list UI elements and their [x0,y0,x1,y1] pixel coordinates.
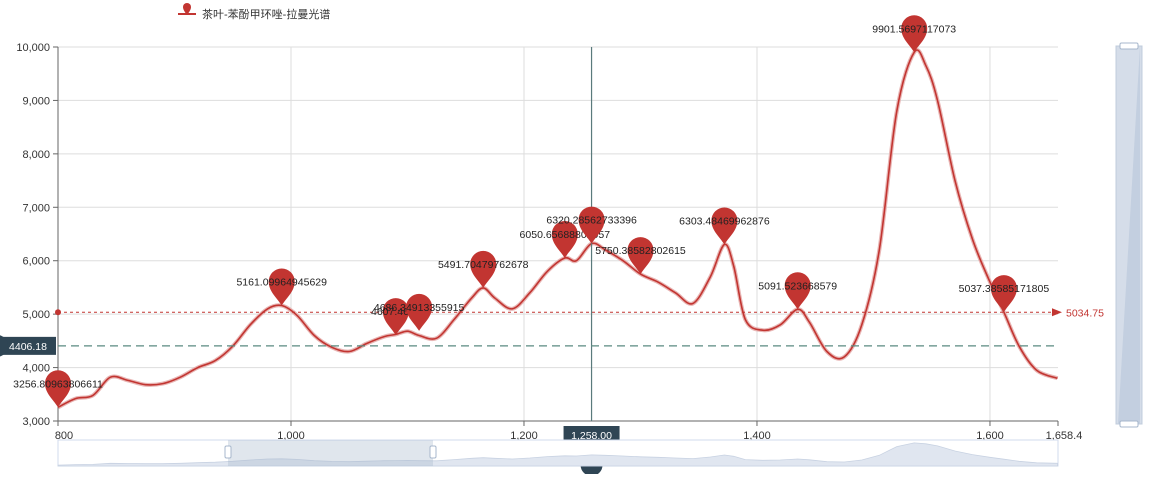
pin-marker-icon [627,237,654,275]
x-tick-label: 1,658.4 [1046,430,1083,442]
pin-marker-icon [578,206,605,244]
x-tick-label: 800 [55,430,73,442]
crosshair-y-handle[interactable] [0,335,8,357]
grid [58,46,1058,422]
y-tick-label: 3,000 [22,416,50,428]
y-zoom-preview [1118,46,1140,424]
y-tick-label: 10,000 [16,42,50,54]
y-zoom-handle-top[interactable] [1119,42,1139,50]
crosshair-y-label-bg [0,336,56,355]
pin-label: 5491.70479762678 [438,259,529,271]
series-line [57,49,1058,409]
x-tick-label: 1,600 [976,430,1004,442]
legend-label[interactable]: 茶叶-苯酚甲环唑-拉曼光谱 [202,7,330,21]
x-zoom-handle-start[interactable] [224,445,232,459]
y-tick-label: 8,000 [22,149,50,161]
data-pin[interactable]: 5091.523668579 [758,272,837,310]
y-tick-label: 6,000 [22,256,50,268]
data-pin[interactable]: 5161.09964945629 [236,268,327,306]
pin-marker-icon [711,207,738,245]
legend-pin-icon [183,3,191,15]
x-zoom-preview [57,442,1058,467]
pin-marker-icon [901,15,928,53]
pin-label: 5091.523668579 [758,280,837,292]
x-tick-label: 1,400 [743,430,771,442]
y-datazoom-slider[interactable] [1115,42,1143,428]
data-pin[interactable]: 5037.38585171805 [959,275,1050,313]
pin-label: 9901.5697117073 [872,23,956,35]
y-zoom-handle-bottom[interactable] [1119,420,1139,428]
pin-label: 4686.34913355915 [374,302,465,314]
data-pin[interactable]: 5491.70479762678 [438,250,529,288]
pin-marker-icon [784,272,811,310]
data-pin[interactable]: 9901.5697117073 [872,15,956,53]
y-tick-label: 7,000 [22,202,50,214]
pin-marker-icon [268,268,295,306]
average-line-arrow [1052,308,1062,317]
pin-marker-icon [470,250,497,288]
pin-marker-icon [45,370,71,408]
data-pin[interactable]: 3256.80963806611 [13,370,103,408]
pin-marker-icon [551,221,578,258]
data-pin[interactable]: 6320.28562733396 [546,206,637,244]
pin-marker-icon [406,293,433,331]
legend[interactable]: 茶叶-苯酚甲环唑-拉曼光谱 [178,3,330,21]
pin-layer: 3256.809638066115161.099649456294607.468… [13,15,1050,408]
data-pin[interactable]: 4686.34913355915 [374,293,465,331]
y-tick-label: 9,000 [22,95,50,107]
pin-label: 5750.38582802615 [595,245,686,257]
pin-label: 6320.28562733396 [546,215,637,227]
pin-marker-icon [990,275,1017,313]
x-zoom-window[interactable] [228,440,433,466]
crosshair-x-label: 1,258.00 [571,430,612,442]
data-pin[interactable]: 5750.38582802615 [595,237,686,275]
data-pin[interactable]: 6303.48469962876 [679,207,770,245]
y-tick-label: 5,000 [22,309,50,321]
average-markline: 5034.75 [55,307,1104,319]
pin-label: 6303.48469962876 [679,216,770,228]
pin-label: 5037.38585171805 [959,283,1050,295]
x-zoom-handle-end[interactable] [429,445,437,459]
crosshair-y-label: 4406.18 [9,341,47,353]
pin-label: 5161.09964945629 [236,277,327,289]
y-tick-label: 4,000 [22,363,50,375]
x-tick-label: 1,000 [277,430,305,442]
pin-marker-icon [382,298,409,336]
x-tick-label: 1,200 [510,430,538,442]
average-line-label: 5034.75 [1066,307,1104,319]
pin-label: 3256.80963806611 [13,378,103,390]
x-datazoom-slider[interactable] [57,439,1059,467]
axes: 3,000 4,000 5,000 6,000 7,000 8,000 9,000 10,00… [16,42,1082,442]
series-layer [57,48,1059,410]
